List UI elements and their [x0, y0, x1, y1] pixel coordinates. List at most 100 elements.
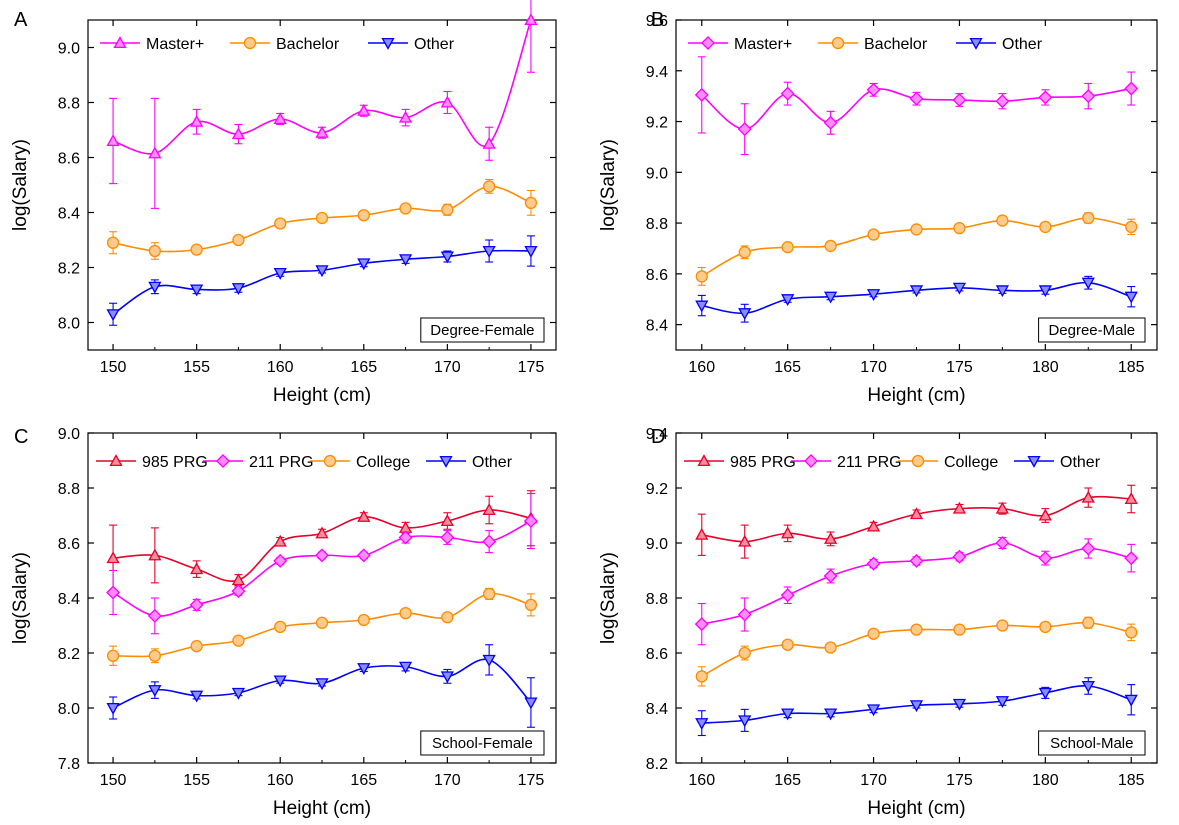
- data-point: [738, 308, 752, 321]
- data-point: [189, 597, 204, 612]
- data-point: [315, 211, 329, 225]
- data-point: [695, 718, 709, 730]
- data-point: [274, 217, 287, 230]
- y-axis-title: log(Salary): [598, 552, 619, 644]
- legend: Master+ Bachelor Other: [100, 36, 455, 53]
- data-point: [1124, 551, 1139, 566]
- x-tick-label: 170: [434, 772, 461, 789]
- data-point: [524, 598, 538, 612]
- data-point: [738, 246, 751, 259]
- data-point: [1038, 551, 1053, 566]
- data-point: [523, 514, 538, 528]
- legend-marker: [381, 37, 395, 50]
- y-tick-label: 9.0: [646, 165, 668, 182]
- legend-marker: [113, 36, 127, 49]
- series-other: [695, 677, 1138, 737]
- data-point: [909, 700, 924, 713]
- panel-label-frame: [1038, 730, 1146, 756]
- data-point: [1081, 680, 1095, 693]
- data-point: [1124, 492, 1138, 505]
- data-point: [1124, 694, 1138, 707]
- y-tick-label: 9.0: [646, 536, 668, 553]
- data-point: [232, 634, 245, 647]
- data-point: [737, 122, 752, 137]
- legend-entry: 985 PRG: [684, 454, 796, 471]
- series-bachelor: [695, 211, 1138, 286]
- data-point: [694, 87, 709, 102]
- data-point: [357, 663, 371, 675]
- series-line: [112, 19, 532, 155]
- data-point: [524, 697, 538, 710]
- data-point: [398, 661, 413, 674]
- x-tick-label: 160: [688, 359, 715, 376]
- data-point: [824, 532, 838, 544]
- data-point: [357, 510, 371, 522]
- data-point: [190, 243, 203, 256]
- data-point: [482, 654, 496, 667]
- series-college: [106, 587, 538, 666]
- panel-label-text: Degree-Male: [1048, 322, 1135, 339]
- data-point: [441, 203, 454, 216]
- y-tick-label: 9.6: [646, 13, 668, 30]
- series-line: [113, 509, 532, 582]
- y-tick-label: 8.8: [646, 216, 668, 233]
- data-point: [440, 95, 454, 108]
- legend-label: 211 PRG: [837, 454, 902, 471]
- data-point: [315, 526, 329, 539]
- legend-label: Master+: [146, 36, 204, 53]
- panel-label-frame: [420, 730, 545, 756]
- y-tick-label: 8.6: [58, 151, 80, 168]
- panel-A: A 150 155 160 165 170 175 8.0 8.2 8.4 8.6 8.8 9.0 Hei…: [10, 0, 557, 406]
- legend-label: Other: [1002, 36, 1043, 53]
- legend-marker: [439, 455, 453, 468]
- y-tick-label: 8.8: [58, 96, 80, 113]
- data-point: [781, 241, 794, 254]
- data-point: [482, 587, 496, 601]
- y-tick-label: 8.4: [58, 206, 80, 223]
- y-tick-label: 8.8: [58, 481, 80, 498]
- x-tick-label: 160: [267, 772, 294, 789]
- data-point: [866, 519, 881, 532]
- x-tick-label: 170: [860, 359, 887, 376]
- panel-label-frame: [420, 317, 545, 343]
- x-tick-label: 180: [1032, 772, 1059, 789]
- data-point: [190, 639, 203, 653]
- data-point: [106, 649, 120, 662]
- data-point: [1038, 285, 1052, 298]
- data-point: [781, 526, 795, 539]
- data-point: [357, 258, 371, 271]
- series-master-: [106, 0, 538, 209]
- panel-letter: C: [14, 426, 28, 448]
- legend-marker: [1027, 455, 1041, 468]
- x-tick-label: 155: [183, 772, 210, 789]
- y-tick-label: 8.0: [58, 701, 80, 718]
- panel-label-box: School-Male: [1038, 730, 1146, 756]
- legend-label: College: [356, 454, 410, 471]
- data-point: [441, 611, 454, 624]
- panel-D: D 160 165 170 175 180 185 8.2 8.4 8.6 8.8 9.0 9.2 9.4…: [598, 426, 1158, 819]
- y-tick-label: 9.2: [646, 115, 668, 132]
- data-point: [781, 638, 794, 651]
- y-tick-label: 8.2: [58, 646, 80, 663]
- data-point: [953, 623, 966, 636]
- data-point: [824, 239, 837, 253]
- data-point: [695, 527, 709, 540]
- legend-entry: Bachelor: [230, 36, 340, 53]
- data-point: [995, 285, 1009, 298]
- data-point: [866, 82, 881, 97]
- legend-label: 211 PRG: [249, 454, 314, 471]
- series-211-prg: [106, 492, 538, 635]
- data-point: [524, 245, 538, 258]
- panel-C: C 150 155 160 165 170 175 7.8 8.0 8.2 8.4 8.6 8.8 9.0…: [10, 426, 557, 819]
- data-point: [231, 584, 246, 599]
- data-point: [909, 507, 924, 520]
- legend-marker: [911, 454, 925, 468]
- legend-marker: [831, 36, 845, 50]
- panel-letter: D: [651, 426, 665, 448]
- x-tick-label: 155: [183, 359, 210, 376]
- data-point: [524, 13, 538, 26]
- legend-entry: Bachelor: [818, 36, 928, 53]
- legend-entry: Master+: [688, 36, 792, 53]
- x-axis-title: Height (cm): [273, 385, 371, 406]
